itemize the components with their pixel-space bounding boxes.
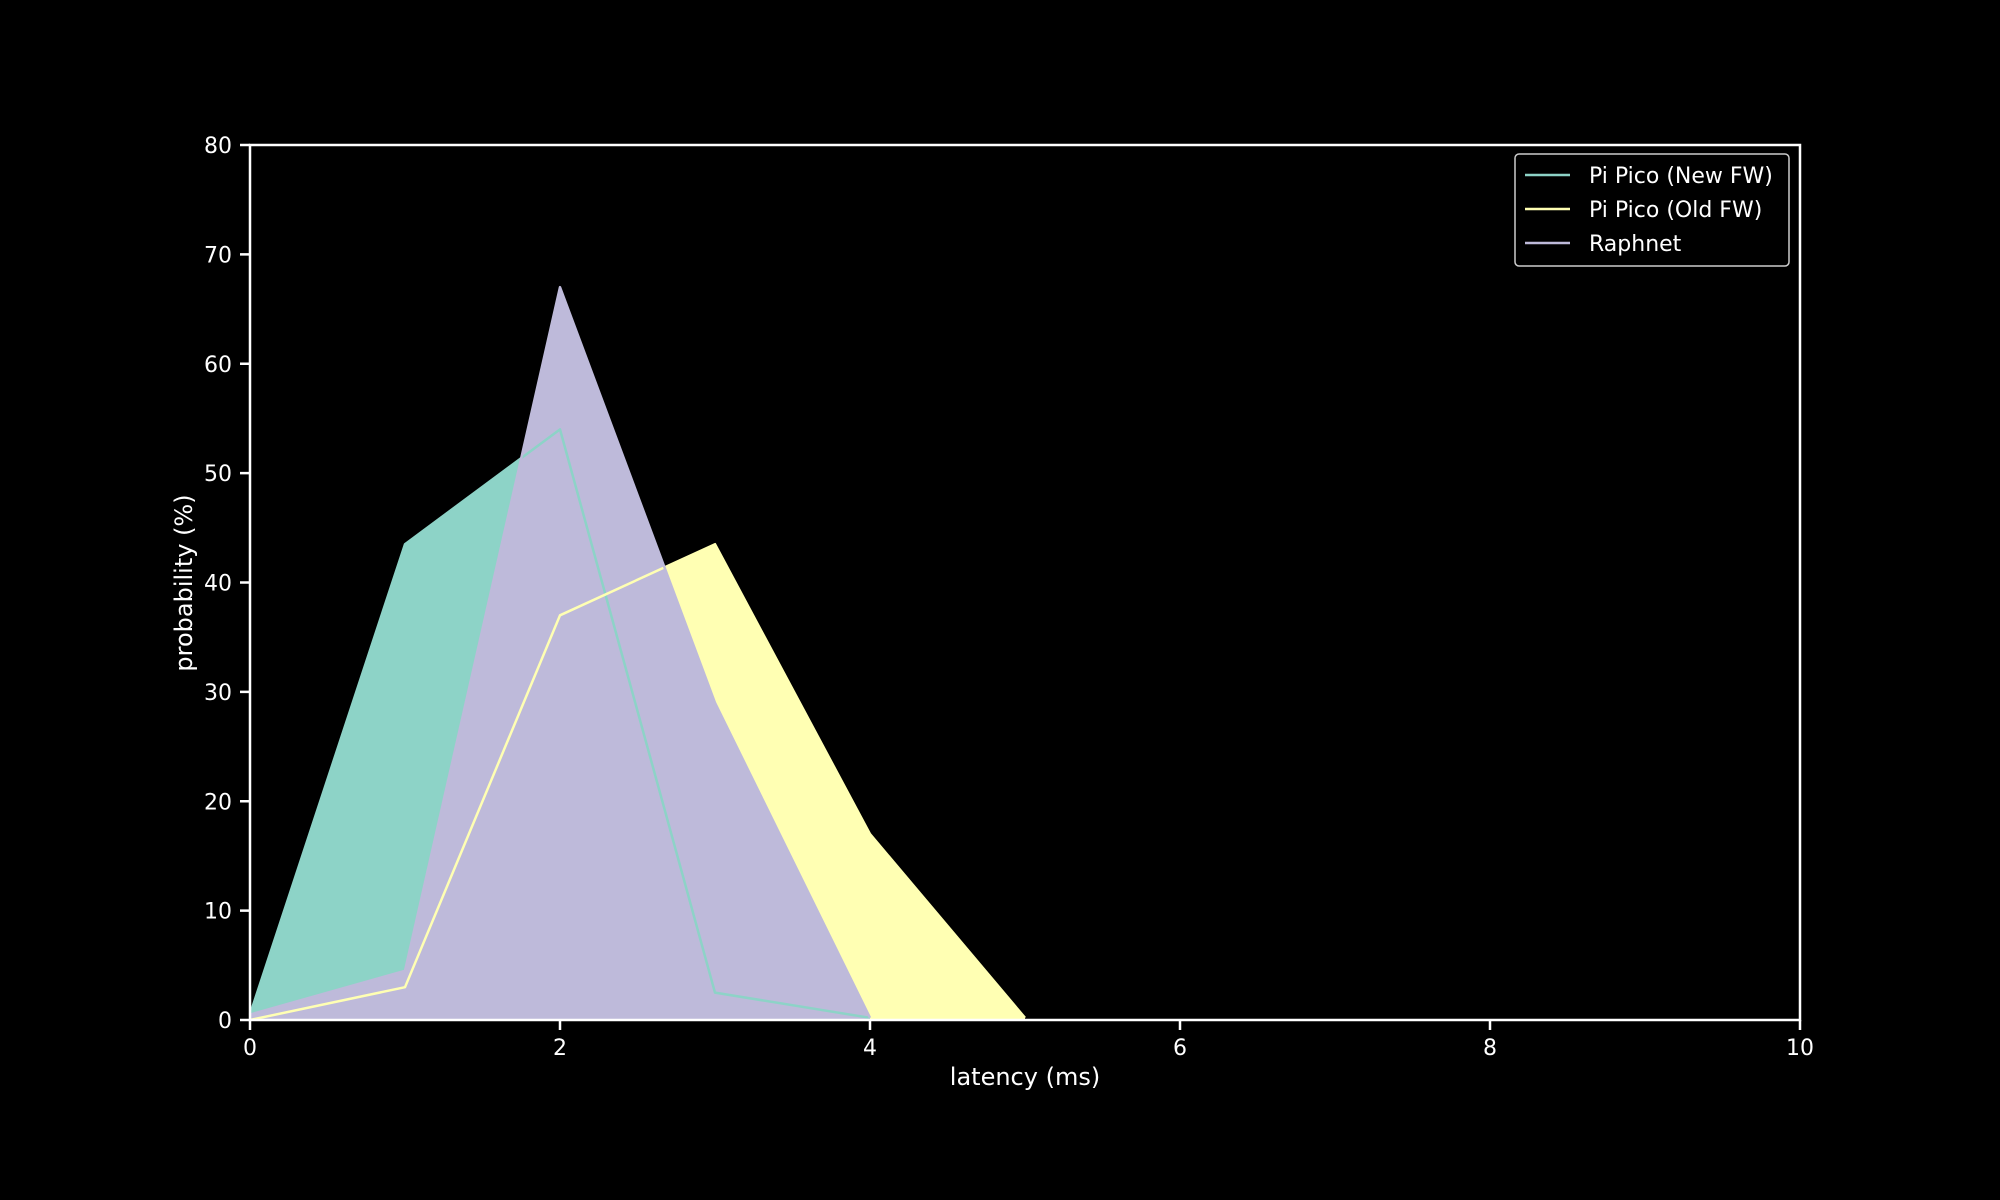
legend-label-0: Pi Pico (New FW)	[1589, 164, 1773, 189]
y-tick-label: 60	[204, 353, 232, 378]
x-tick-label: 4	[863, 1036, 877, 1061]
y-tick-label: 50	[204, 462, 232, 487]
x-tick-label: 10	[1786, 1036, 1814, 1061]
y-tick-label: 0	[218, 1009, 232, 1034]
legend: Pi Pico (New FW) Pi Pico (Old FW) Raphnet	[1514, 153, 1790, 267]
series-0-line	[248, 428, 871, 1020]
y-tick-label: 40	[204, 572, 232, 597]
y-tick-label: 70	[204, 243, 232, 268]
y-tick-label: 80	[204, 134, 232, 159]
series-lines	[248, 285, 1026, 1022]
legend-label-1: Pi Pico (Old FW)	[1589, 198, 1762, 223]
series-fills	[250, 287, 1025, 1020]
x-tick-label: 8	[1483, 1036, 1497, 1061]
series-2-line	[249, 285, 872, 1019]
x-tick-label: 6	[1173, 1036, 1187, 1061]
y-tick-label: 30	[204, 681, 232, 706]
legend-label-2: Raphnet	[1589, 232, 1682, 257]
x-tick-label: 2	[553, 1036, 567, 1061]
x-axis-ticks: 0 2 4 6 8 10	[243, 1020, 1814, 1061]
y-tick-label: 20	[204, 790, 232, 815]
series-2-area	[250, 287, 870, 1020]
x-axis-label: latency (ms)	[950, 1063, 1100, 1091]
legend-frame	[1514, 153, 1790, 267]
series-1-line	[249, 542, 1026, 1022]
y-axis-ticks: 0 10 20 30 40 50 60 70 80	[204, 134, 250, 1034]
y-tick-label: 10	[204, 900, 232, 925]
y-axis-label: probability (%)	[170, 494, 198, 671]
x-tick-label: 0	[243, 1036, 257, 1061]
